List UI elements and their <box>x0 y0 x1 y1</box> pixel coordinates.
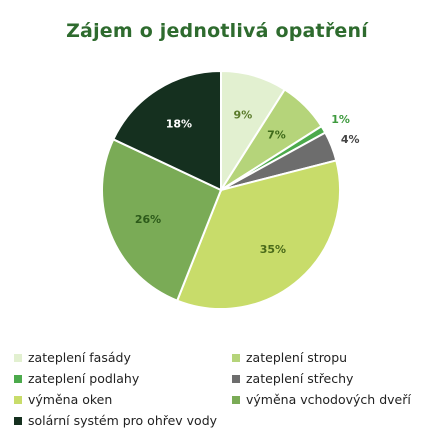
legend-label: zateplení fasády <box>28 350 131 365</box>
legend-item-6: solární systém pro ohřev vody <box>14 413 217 428</box>
legend-label: zateplení střechy <box>246 371 354 386</box>
legend-label: solární systém pro ohřev vody <box>28 413 218 428</box>
slice-data-label-4: 35% <box>260 243 286 256</box>
legend-label: výměna vchodových dveří <box>246 392 411 407</box>
legend-swatch <box>232 374 240 383</box>
legend-swatch <box>14 395 22 404</box>
legend-item-3: zateplení střechy <box>232 371 353 386</box>
slice-data-label-1: 7% <box>267 129 286 142</box>
legend-item-1: zateplení stropu <box>232 350 347 365</box>
chart-title: Zájem o jednotlivá opatření <box>66 20 368 42</box>
pie-slice-6 <box>111 69 222 192</box>
slice-data-label-6: 18% <box>166 118 192 131</box>
legend-swatch <box>14 353 22 362</box>
legend-item-4: výměna oken <box>14 392 112 407</box>
pie-slice-4 <box>175 159 341 310</box>
legend-swatch <box>232 353 240 362</box>
legend-label: zateplení podlahy <box>28 371 140 386</box>
slice-data-label-5: 26% <box>135 213 161 226</box>
slice-data-label-3: 4% <box>341 133 360 146</box>
legend-label: zateplení stropu <box>246 350 348 365</box>
legend-item-5: výměna vchodových dveří <box>232 392 411 407</box>
legend-swatch <box>232 395 240 404</box>
pie-slice-5 <box>101 137 223 302</box>
legend-label: výměna oken <box>28 392 113 407</box>
legend-item-0: zateplení fasády <box>14 350 131 365</box>
legend-item-2: zateplení podlahy <box>14 371 139 386</box>
legend-swatch <box>14 374 22 383</box>
slice-data-label-2: 1% <box>331 113 350 126</box>
slice-data-label-0: 9% <box>234 109 253 122</box>
legend-swatch <box>14 416 22 425</box>
